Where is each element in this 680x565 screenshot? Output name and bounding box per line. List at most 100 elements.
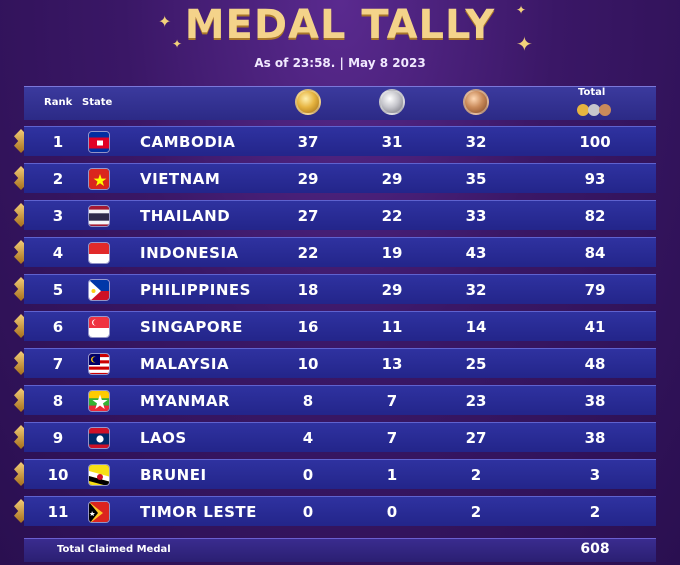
total-claimed-value: 608 — [580, 541, 610, 557]
table-header: Rank State Total — [24, 86, 656, 120]
table-row: 3 THAILAND 27 22 33 82 — [24, 200, 656, 230]
bronze-count: 27 — [465, 429, 487, 447]
malaysia-flag-icon — [88, 353, 110, 375]
singapore-flag-icon — [88, 316, 110, 338]
bronze-count: 35 — [465, 170, 487, 188]
total-claimed-label: Total Claimed Medal — [57, 544, 171, 555]
table-row: 9 LAOS 4 7 27 38 — [24, 422, 656, 452]
table-row: 6 SINGAPORE 16 11 14 41 — [24, 311, 656, 341]
sparkle-icon: ✦ — [172, 37, 183, 51]
thailand-flag-icon — [88, 205, 110, 227]
country-name: LAOS — [140, 429, 187, 447]
bronze-count: 14 — [465, 318, 487, 336]
rank-header: Rank — [44, 97, 73, 108]
bronze-mini-medal-icon — [599, 104, 611, 116]
total-count: 82 — [584, 207, 606, 225]
rank-cell: 9 — [52, 429, 64, 447]
gold-count: 10 — [297, 355, 319, 373]
cambodia-flag-icon — [88, 131, 110, 153]
rank-cell: 6 — [52, 318, 64, 336]
total-count: 84 — [584, 244, 606, 262]
subtitle: As of 23:58. | May 8 2023 — [254, 56, 426, 70]
gold-count: 29 — [297, 170, 319, 188]
total-count: 100 — [579, 133, 611, 151]
bronze-count: 25 — [465, 355, 487, 373]
brunei-flag-icon — [88, 464, 110, 486]
gold-count: 8 — [302, 392, 314, 410]
country-name: TIMOR LESTE — [140, 503, 257, 521]
bronze-count: 2 — [470, 466, 482, 484]
bronze-count: 33 — [465, 207, 487, 225]
country-name: PHILIPPINES — [140, 281, 251, 299]
table-row: 1 CAMBODIA 37 31 32 100 — [24, 126, 656, 156]
total-count: 3 — [589, 466, 601, 484]
table-row: 11 TIMOR LESTE 0 0 2 2 — [24, 496, 656, 526]
bronze-medal-icon — [463, 89, 489, 115]
gold-count: 18 — [297, 281, 319, 299]
country-name: VIETNAM — [140, 170, 221, 188]
gold-count: 0 — [302, 503, 314, 521]
vietnam-flag-icon — [88, 168, 110, 190]
indonesia-flag-icon — [88, 242, 110, 264]
silver-medal-icon — [379, 89, 405, 115]
table-row: 10 BRUNEI 0 1 2 3 — [24, 459, 656, 489]
silver-count: 11 — [381, 318, 403, 336]
sparkle-icon: ✦ — [158, 12, 172, 31]
country-name: MALAYSIA — [140, 355, 230, 373]
rank-cell: 1 — [52, 133, 64, 151]
total-count: 38 — [584, 429, 606, 447]
philippines-flag-icon — [88, 279, 110, 301]
table-row: 7 MALAYSIA 10 13 25 48 — [24, 348, 656, 378]
table-footer: Total Claimed Medal 608 — [24, 538, 656, 562]
total-count: 48 — [584, 355, 606, 373]
total-count: 2 — [589, 503, 601, 521]
country-name: INDONESIA — [140, 244, 239, 262]
gold-count: 16 — [297, 318, 319, 336]
timor-leste-flag-icon — [88, 501, 110, 523]
gold-count: 22 — [297, 244, 319, 262]
silver-count: 7 — [386, 429, 398, 447]
rank-cell: 2 — [52, 170, 64, 188]
table-row: 8 MYANMAR 8 7 23 38 — [24, 385, 656, 415]
gold-count: 37 — [297, 133, 319, 151]
silver-mini-medal-icon — [588, 104, 600, 116]
country-name: THAILAND — [140, 207, 231, 225]
total-count: 93 — [584, 170, 606, 188]
silver-count: 29 — [381, 281, 403, 299]
silver-count: 7 — [386, 392, 398, 410]
bronze-count: 32 — [465, 133, 487, 151]
rank-cell: 11 — [47, 503, 69, 521]
total-count: 38 — [584, 392, 606, 410]
bronze-count: 23 — [465, 392, 487, 410]
gold-medal-icon — [295, 89, 321, 115]
country-name: MYANMAR — [140, 392, 231, 410]
page-title: MEDAL TALLY — [184, 2, 496, 48]
rank-cell: 7 — [52, 355, 64, 373]
silver-count: 0 — [386, 503, 398, 521]
bronze-count: 32 — [465, 281, 487, 299]
bronze-count: 2 — [470, 503, 482, 521]
country-name: BRUNEI — [140, 466, 207, 484]
silver-count: 13 — [381, 355, 403, 373]
silver-count: 22 — [381, 207, 403, 225]
gold-count: 27 — [297, 207, 319, 225]
rank-cell: 3 — [52, 207, 64, 225]
sparkle-icon: ✦ — [516, 3, 527, 17]
sparkle-icon: ✦ — [516, 32, 533, 56]
rank-cell: 10 — [47, 466, 69, 484]
total-header: Total — [578, 87, 606, 98]
total-count: 41 — [584, 318, 606, 336]
table-row: 2 VIETNAM 29 29 35 93 — [24, 163, 656, 193]
table-row: 5 PHILIPPINES 18 29 32 79 — [24, 274, 656, 304]
table-row: 4 INDONESIA 22 19 43 84 — [24, 237, 656, 267]
total-count: 79 — [584, 281, 606, 299]
rank-cell: 5 — [52, 281, 64, 299]
silver-count: 31 — [381, 133, 403, 151]
laos-flag-icon — [88, 427, 110, 449]
silver-count: 29 — [381, 170, 403, 188]
myanmar-flag-icon — [88, 390, 110, 412]
rank-cell: 4 — [52, 244, 64, 262]
country-name: CAMBODIA — [140, 133, 236, 151]
bronze-count: 43 — [465, 244, 487, 262]
gold-mini-medal-icon — [577, 104, 589, 116]
